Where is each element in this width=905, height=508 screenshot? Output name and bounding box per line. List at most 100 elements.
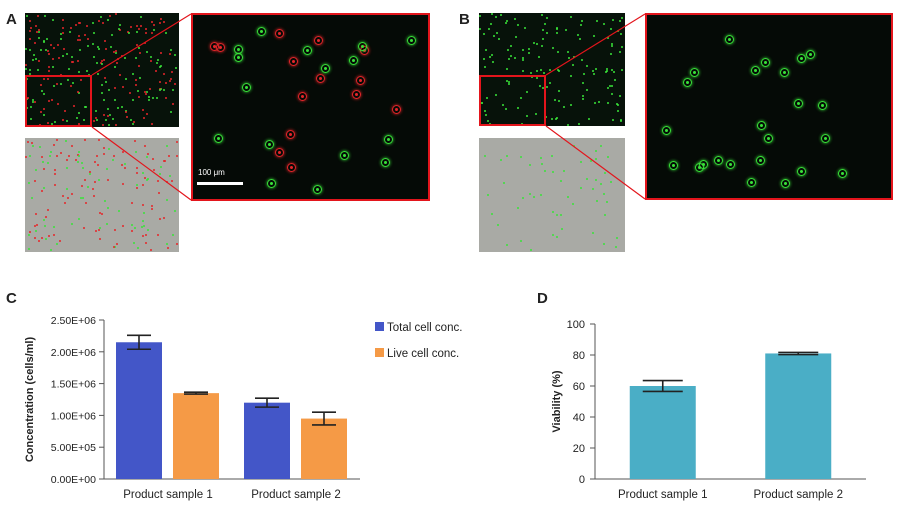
dead-cell: [39, 84, 42, 87]
dead-cell: [122, 225, 125, 227]
live-cell: [714, 156, 724, 166]
live-cell: [661, 125, 671, 135]
concentration-chart: 0.00E+00 5.00E+05 1.00E+06 1.50E+06 2.00E+06…: [24, 315, 462, 501]
dead-cell: [47, 78, 50, 81]
live-cell: [320, 64, 330, 73]
y-tick-label: 5.00E+05: [51, 442, 96, 454]
live-cell: [164, 31, 167, 34]
live-cell: [142, 225, 145, 228]
live-cell: [67, 78, 69, 81]
dead-cell: [132, 120, 135, 123]
live-cell: [241, 82, 251, 92]
dead-cell: [80, 184, 83, 187]
live-cell: [585, 177, 588, 180]
dead-cell: [67, 196, 70, 199]
live-cell: [538, 85, 541, 87]
dead-cell: [83, 226, 86, 229]
bar: [244, 402, 290, 479]
y-tick-label: 1.00E+06: [51, 410, 96, 422]
dead-cell: [86, 38, 89, 40]
dead-cell: [70, 84, 73, 87]
live-cell: [101, 62, 104, 65]
live-cell: [837, 169, 847, 179]
dead-cell: [84, 201, 87, 204]
dead-cell: [150, 204, 153, 207]
zoom-region-a: [25, 75, 92, 127]
live-cell: [581, 94, 584, 97]
live-cell: [131, 223, 134, 226]
live-cell: [88, 172, 91, 175]
dead-cell: [47, 209, 49, 212]
dead-cell: [68, 154, 70, 157]
live-cell: [28, 154, 31, 157]
x-tick-label: Product sample 1: [618, 489, 708, 501]
live-cell: [479, 27, 482, 30]
live-cell: [492, 35, 495, 37]
live-cell: [39, 48, 42, 51]
dead-cell: [114, 49, 117, 52]
dead-cell: [316, 74, 326, 83]
live-cell: [509, 55, 512, 58]
live-cell: [594, 68, 597, 71]
live-cell: [142, 219, 144, 222]
live-cell: [551, 117, 554, 120]
live-cell: [134, 151, 137, 154]
live-cell: [34, 229, 37, 232]
dead-cell: [104, 76, 107, 79]
live-cell: [136, 246, 139, 249]
live-cell: [66, 187, 69, 190]
live-cell: [147, 228, 150, 231]
live-cell: [554, 98, 557, 101]
live-cell: [525, 91, 528, 94]
bar: [629, 386, 696, 479]
live-cell: [533, 196, 535, 199]
live-cell: [76, 160, 79, 163]
live-cell: [340, 150, 350, 160]
dead-cell: [151, 31, 154, 34]
x-tick-label: Product sample 2: [251, 489, 341, 501]
live-cell: [566, 123, 569, 126]
dead-cell: [78, 35, 81, 37]
live-cell: [558, 90, 560, 92]
live-cell: [580, 161, 583, 163]
live-cell: [51, 66, 54, 69]
live-cell: [619, 119, 622, 122]
dead-cell: [28, 38, 31, 41]
live-cell: [594, 158, 597, 161]
live-cell: [613, 79, 616, 82]
dead-cell: [355, 75, 365, 85]
live-cell: [726, 160, 736, 170]
live-cell: [619, 118, 622, 121]
live-cell: [606, 70, 609, 72]
dead-cell: [100, 213, 103, 216]
dead-cell: [58, 240, 61, 243]
live-cell: [582, 81, 585, 84]
live-cell: [83, 119, 86, 121]
dead-cell: [158, 22, 161, 25]
dead-cell: [33, 101, 36, 103]
live-cell: [540, 45, 543, 47]
dead-cell: [131, 229, 134, 232]
y-tick-label: 1.50E+06: [51, 379, 96, 391]
y-tick-label: 0.00E+00: [51, 474, 96, 486]
dead-cell: [147, 152, 150, 155]
dead-cell: [48, 99, 51, 102]
live-cell: [105, 81, 108, 84]
dead-cell: [42, 77, 45, 80]
dead-cell: [33, 224, 36, 227]
live-cell: [66, 167, 69, 169]
live-cell: [536, 69, 539, 72]
dead-cell: [165, 97, 168, 100]
live-cell: [43, 41, 46, 44]
dead-cell: [70, 145, 73, 148]
live-cell: [139, 15, 142, 18]
dead-cell: [289, 56, 298, 66]
dead-cell: [105, 48, 108, 51]
dead-cell: [122, 182, 125, 185]
live-cell: [618, 51, 621, 53]
dead-cell: [41, 236, 44, 239]
dead-cell: [62, 26, 65, 29]
live-cell: [492, 61, 495, 64]
dead-cell: [131, 202, 134, 205]
dead-cell: [29, 19, 32, 22]
